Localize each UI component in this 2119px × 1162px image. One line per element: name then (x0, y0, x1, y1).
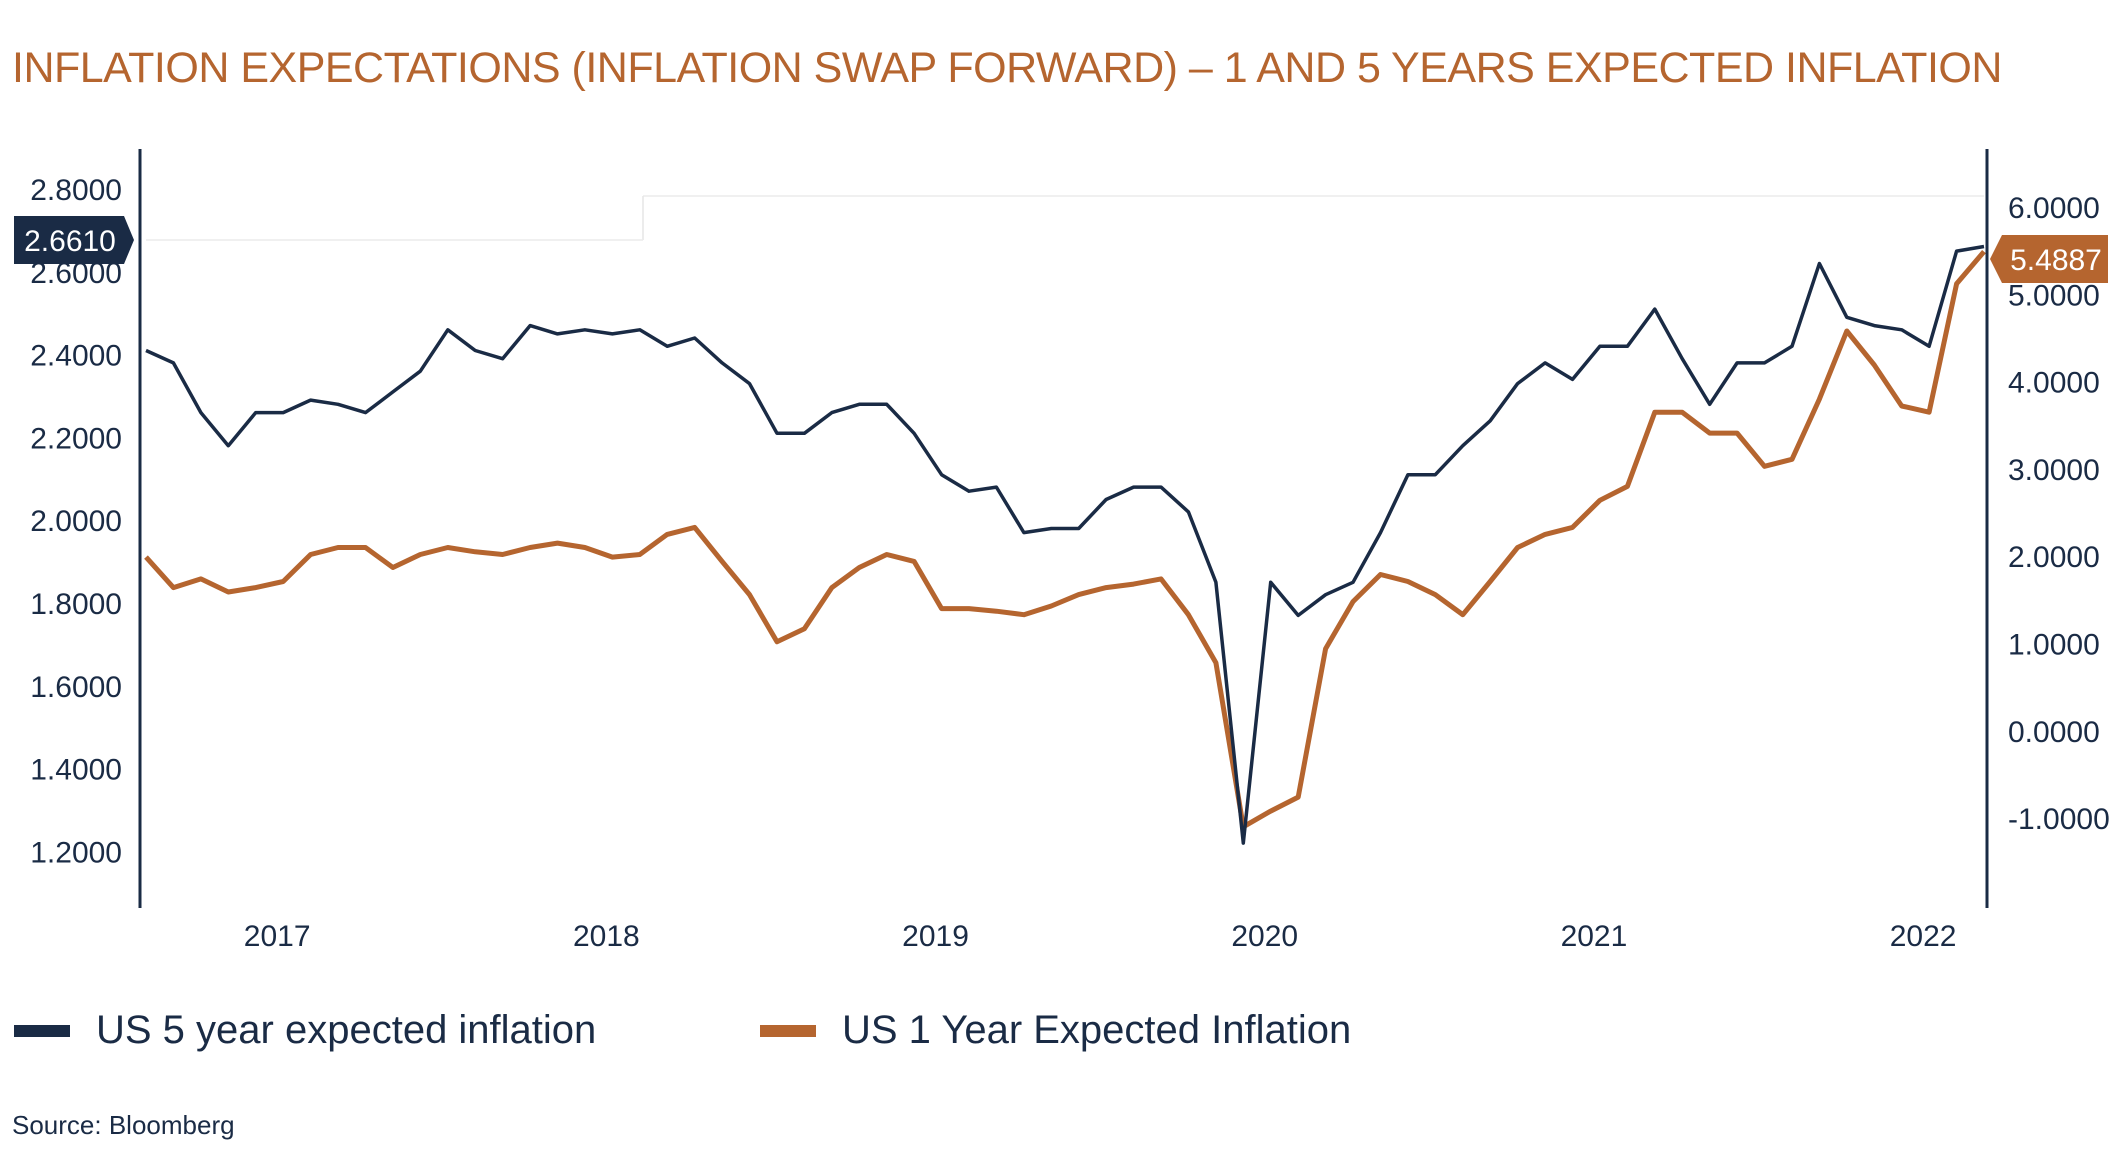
y-right-tick-label: 3.0000 (2008, 454, 2100, 487)
legend-label-5y: US 5 year expected inflation (96, 1008, 597, 1052)
y-right-tick-label: 4.0000 (2008, 367, 2100, 400)
y-right-tick-label: 6.0000 (2008, 192, 2100, 225)
y-left-tick-label: 2.0000 (30, 505, 122, 538)
last-value-label-1y: 5.4887 (2010, 244, 2102, 277)
series-line-5y (145, 244, 1985, 845)
last-value-badge-1y (1990, 235, 2108, 283)
last-value-badge-5y (14, 216, 134, 264)
y-left-tick-label: 2.4000 (30, 340, 122, 373)
last-value-label-5y: 2.6610 (24, 225, 116, 258)
x-tick-label: 2018 (573, 920, 640, 953)
y-left-tick-label: 1.6000 (30, 671, 122, 704)
y-right-tick-label: 2.0000 (2008, 541, 2100, 574)
y-right-tick-label: 0.0000 (2008, 716, 2100, 749)
y-left-tick-label: 1.8000 (30, 588, 122, 621)
x-tick-label: 2021 (1561, 920, 1628, 953)
x-tick-label: 2022 (1890, 920, 1957, 953)
y-left-tick-label: 1.2000 (30, 836, 122, 869)
legend-item-5y: US 5 year expected inflation (14, 1008, 596, 1053)
y-right-tick-label: 1.0000 (2008, 629, 2100, 662)
chart-title: INFLATION EXPECTATIONS (INFLATION SWAP F… (12, 44, 2002, 92)
y-left-tick-label: 2.2000 (30, 422, 122, 455)
legend-swatch-5y (14, 1024, 70, 1037)
legend-label-1y: US 1 Year Expected Inflation (842, 1008, 1352, 1052)
x-tick-label: 2019 (902, 920, 969, 953)
series-line-1y (144, 249, 1986, 830)
legend-swatch-1y (760, 1024, 816, 1037)
y-right-tick-label: -1.0000 (2008, 803, 2110, 836)
y-left-tick-label: 2.8000 (30, 174, 122, 207)
legend-item-1y: US 1 Year Expected Inflation (760, 1008, 1351, 1053)
x-tick-label: 2017 (244, 920, 311, 953)
x-tick-label: 2020 (1231, 920, 1298, 953)
y-right-tick-label: 5.0000 (2008, 279, 2100, 312)
y-left-tick-label: 1.4000 (30, 754, 122, 787)
source-note: Source: Bloomberg (12, 1110, 235, 1140)
